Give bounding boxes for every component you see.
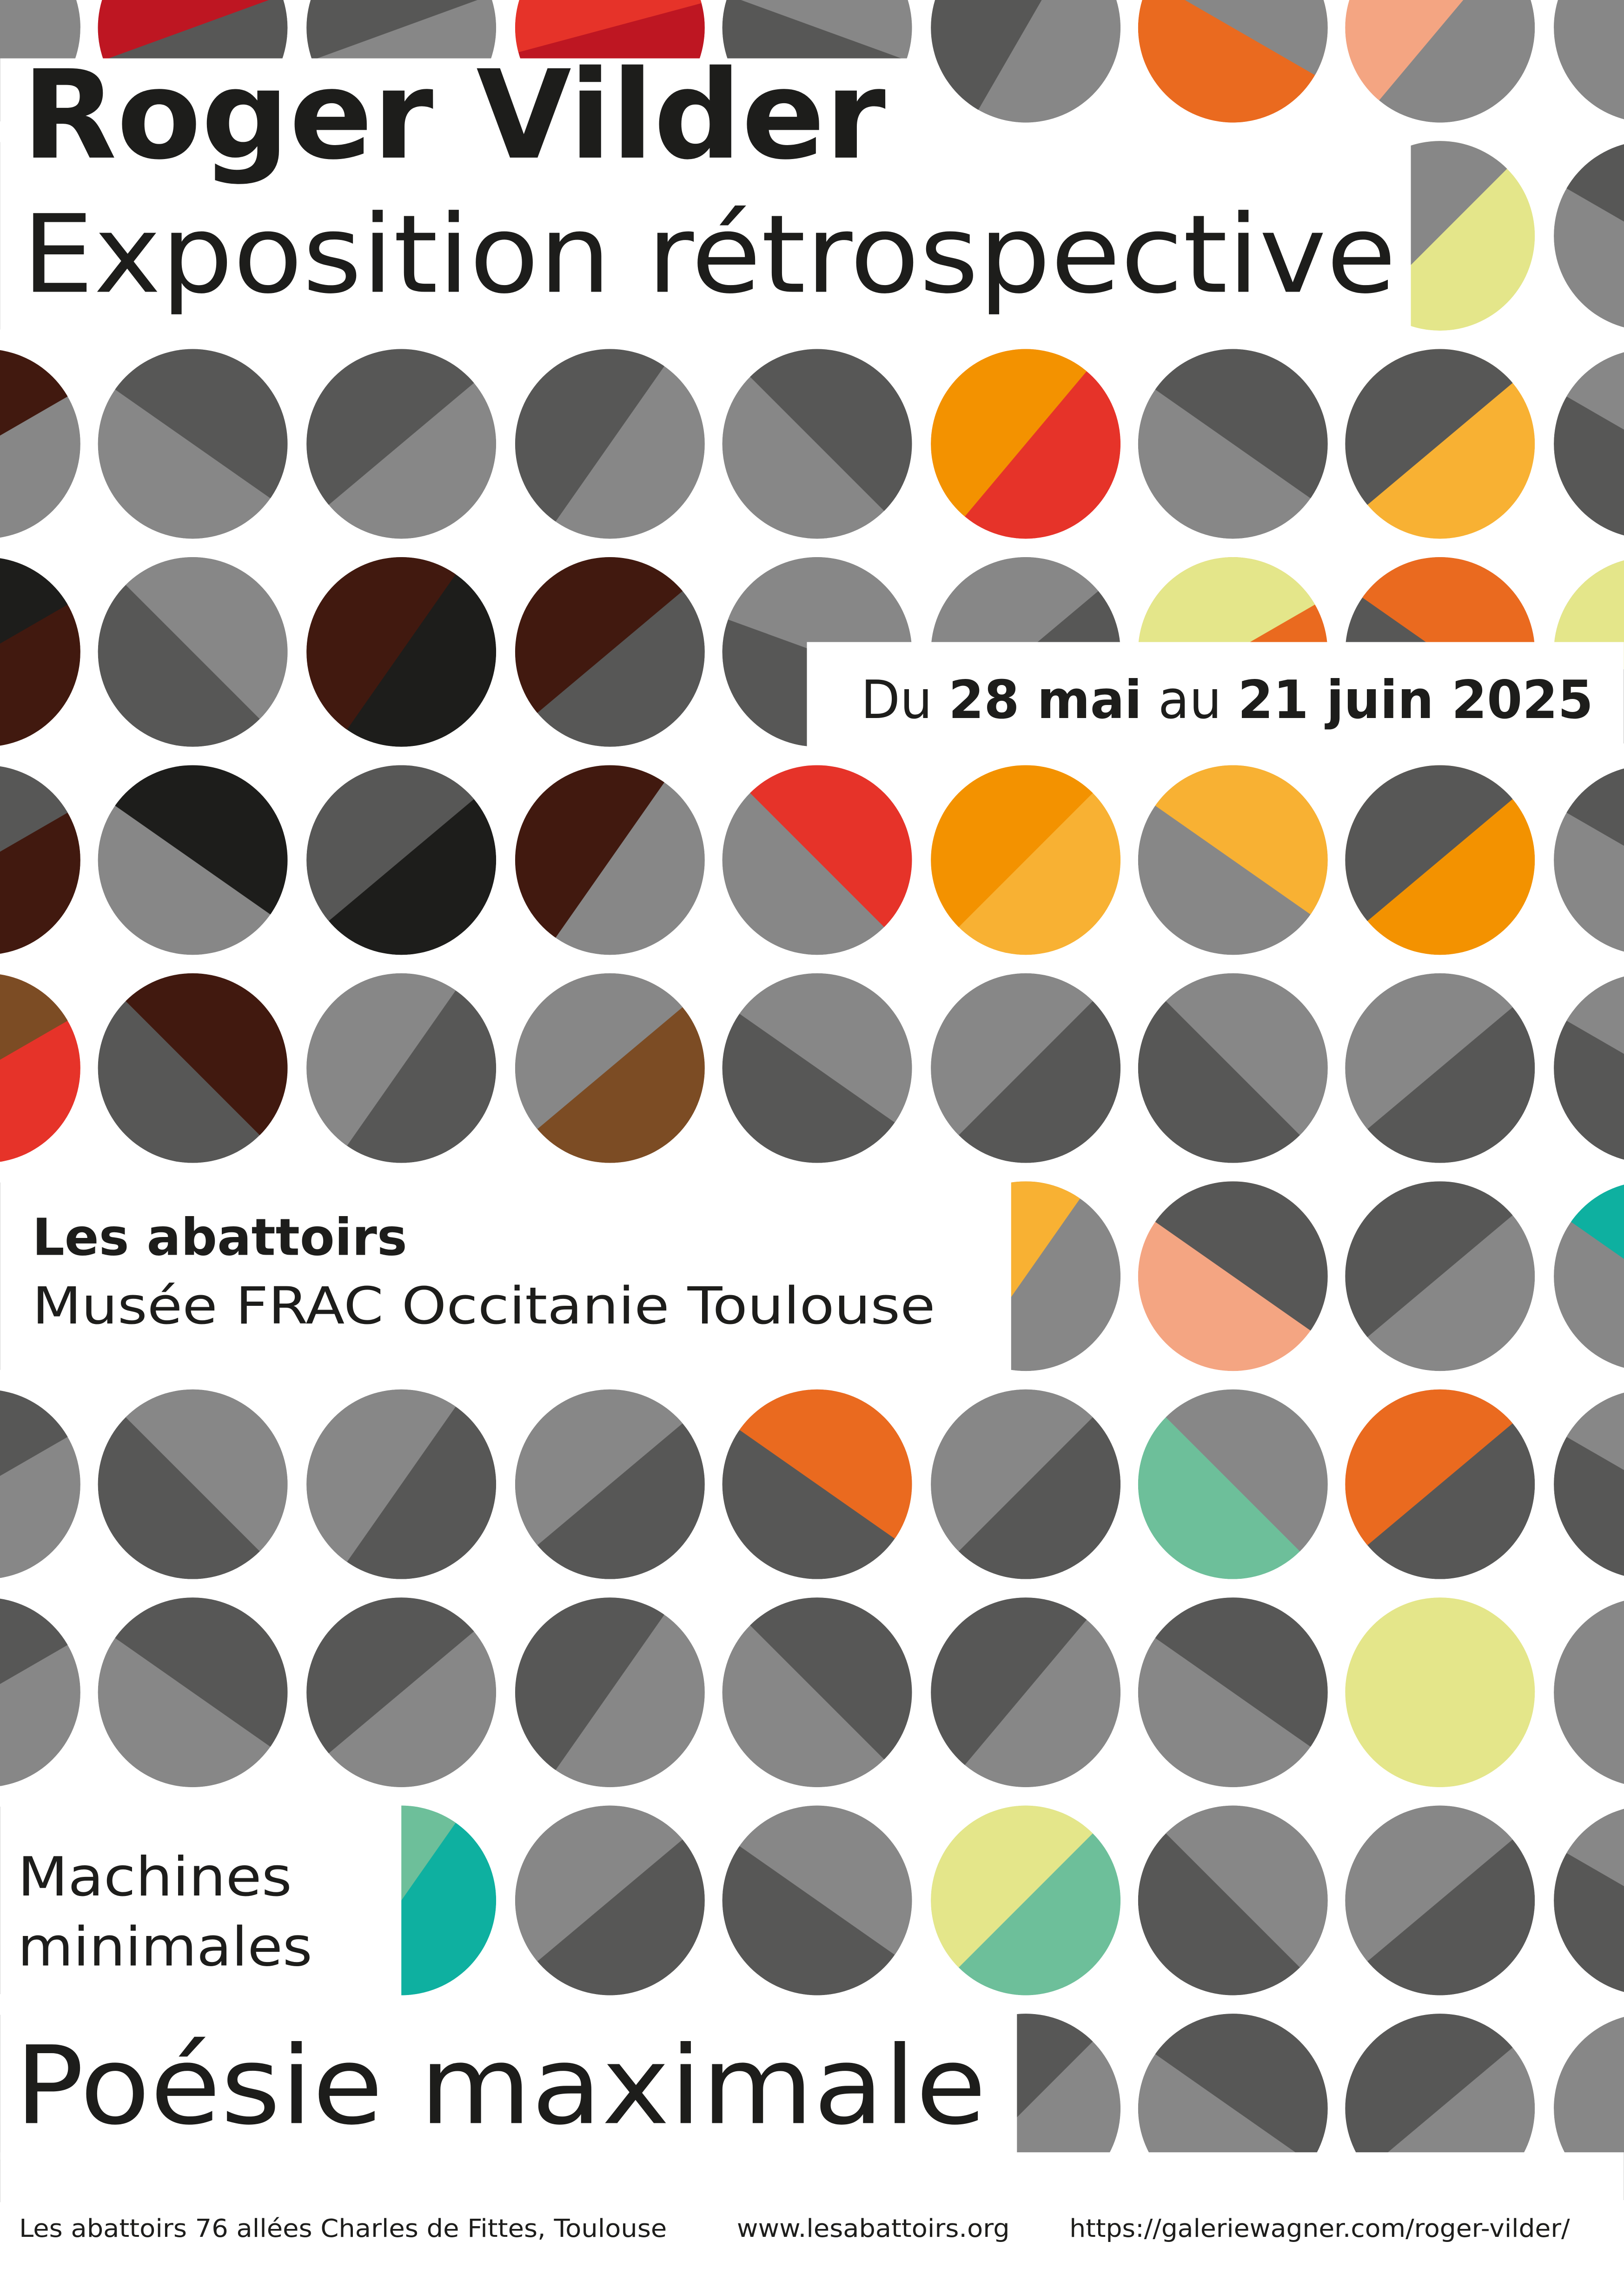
artist-name: Roger Vilder (22, 44, 886, 187)
split-circle (0, 1389, 80, 1579)
split-circle (1554, 765, 1624, 955)
split-circle (98, 765, 288, 955)
split-circle (1138, 0, 1328, 123)
split-circle (515, 1597, 705, 1788)
split-circle (1345, 0, 1535, 123)
split-circle (1554, 973, 1624, 1163)
venue-name: Les abattoirs (32, 1207, 407, 1267)
split-circle (1138, 1181, 1328, 1371)
split-circle (98, 1597, 288, 1788)
split-circle (0, 1597, 80, 1788)
split-circle (1138, 765, 1328, 955)
tagline-headline: Poésie maximale (15, 2022, 987, 2148)
split-circle (306, 1597, 497, 1788)
tagline-line2: minimales (18, 1916, 312, 1979)
split-circle (931, 0, 1121, 123)
footer-address: Les abattoirs 76 allées Charles de Fitte… (19, 2214, 667, 2243)
split-circle (1345, 1181, 1535, 1371)
exhibition-subtitle: Exposition rétrospective (22, 192, 1396, 318)
exhibition-dates: Du 28 mai au 21 juin 2025 (861, 669, 1593, 731)
split-circle (1554, 1597, 1624, 1788)
split-circle (1554, 141, 1624, 331)
split-circle (1554, 1805, 1624, 1995)
split-circle (0, 765, 80, 955)
split-circle (0, 557, 80, 747)
venue-full-name: Musée FRAC Occitanie Toulouse (32, 1276, 935, 1336)
split-circle (722, 1805, 912, 1995)
split-circle (1554, 349, 1624, 539)
split-circle (1554, 0, 1624, 123)
split-circle (931, 1805, 1121, 1995)
footer-website-link[interactable]: www.lesabattoirs.org (737, 2214, 1010, 2243)
split-circle (931, 1389, 1121, 1579)
split-circle (515, 1805, 705, 1995)
footer-gallery-link[interactable]: https://galeriewagner.com/roger-vilder/ (1069, 2214, 1570, 2243)
split-circle (722, 349, 912, 539)
split-circle (98, 1389, 288, 1579)
split-circle (722, 1597, 912, 1788)
split-circle (1554, 1181, 1624, 1371)
split-circle (515, 557, 705, 747)
text-panels (0, 58, 1624, 2288)
split-circle (722, 973, 912, 1163)
split-circle (1345, 1805, 1535, 1995)
split-circle (0, 349, 80, 539)
split-circle (1554, 1389, 1624, 1579)
split-circle (0, 973, 80, 1163)
tagline-line1: Machines (18, 1846, 292, 1909)
split-circle (1138, 1597, 1328, 1788)
